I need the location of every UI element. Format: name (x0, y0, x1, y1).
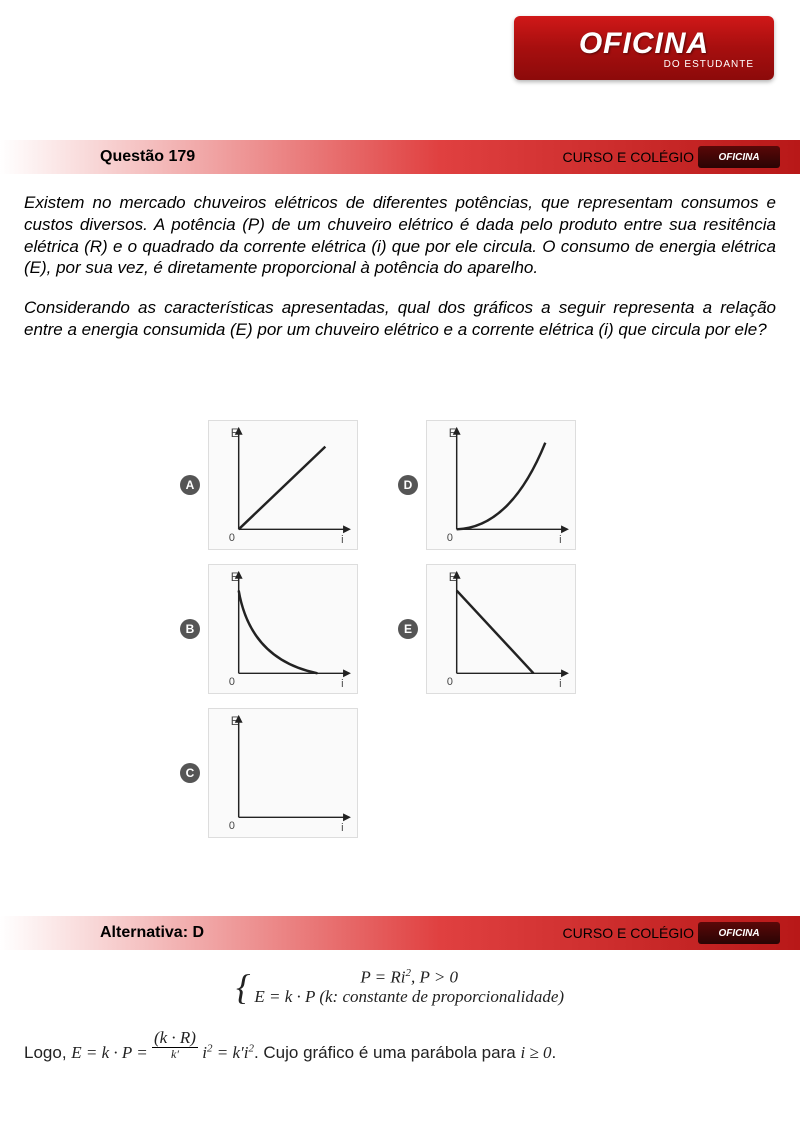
option-C: C E 0 i (180, 708, 358, 838)
svg-text:0: 0 (229, 676, 235, 688)
brand-logo: OFICINA DO ESTUDANTE (514, 16, 774, 80)
eq-line-2: E = k · P (k: constante de proporcionali… (254, 987, 564, 1007)
option-badge-B: B (180, 619, 200, 639)
eq-line-1: P = Ri2, P > 0 (254, 967, 564, 988)
question-paragraph-2: Considerando as características apresent… (24, 297, 776, 341)
question-number: Questão 179 (100, 148, 195, 166)
graphs-grid: A E 0 i D E 0 i (180, 420, 620, 890)
mini-logo-footer-icon: OFICINA (698, 922, 780, 944)
graph-D: E 0 i (426, 420, 576, 550)
equation-system: { P = Ri2, P > 0 E = k · P (k: constante… (24, 966, 776, 1008)
axis-x-label: i (341, 534, 343, 546)
answer-bar: Alternativa: D CURSO E COLÉGIO OFICINA (0, 916, 800, 950)
option-D: D E 0 i (398, 420, 576, 550)
logo-sub-text: DO ESTUDANTE (664, 59, 754, 70)
option-badge-E: E (398, 619, 418, 639)
svg-text:0: 0 (447, 532, 453, 544)
left-brace-icon: { (236, 966, 250, 1008)
question-paragraph-1: Existem no mercado chuveiros elétricos d… (24, 192, 776, 279)
course-label-footer: CURSO E COLÉGIO (563, 925, 694, 941)
option-badge-D: D (398, 475, 418, 495)
course-label: CURSO E COLÉGIO (563, 149, 694, 165)
graph-row-2: B E 0 i E E 0 i (180, 564, 620, 694)
svg-text:i: i (341, 822, 343, 834)
option-A: A E 0 i (180, 420, 358, 550)
svg-text:0: 0 (229, 820, 235, 832)
option-E: E E 0 i (398, 564, 576, 694)
origin-label: 0 (229, 532, 235, 544)
solution-area: { P = Ri2, P > 0 E = k · P (k: constante… (24, 966, 776, 1063)
graph-row-3: C E 0 i (180, 708, 620, 838)
question-body: Existem no mercado chuveiros elétricos d… (24, 192, 776, 341)
option-badge-C: C (180, 763, 200, 783)
question-header-bar: Questão 179 CURSO E COLÉGIO OFICINA (0, 140, 800, 174)
option-badge-A: A (180, 475, 200, 495)
svg-text:i: i (559, 534, 561, 546)
option-B: B E 0 i (180, 564, 358, 694)
svg-text:i: i (341, 678, 343, 690)
graph-C: E 0 i (208, 708, 358, 838)
graph-A: E 0 i (208, 420, 358, 550)
svg-text:0: 0 (447, 676, 453, 688)
graph-row-1: A E 0 i D E 0 i (180, 420, 620, 550)
svg-text:i: i (559, 678, 561, 690)
graph-E: E 0 i (426, 564, 576, 694)
logo-main-text: OFICINA (579, 27, 709, 61)
conclusion-line: Logo, E = k · P = (k · R)k′ i2 = k′i2. C… (24, 1028, 776, 1063)
mini-logo-icon: OFICINA (698, 146, 780, 168)
graph-B: E 0 i (208, 564, 358, 694)
answer-label: Alternativa: D (100, 924, 204, 942)
